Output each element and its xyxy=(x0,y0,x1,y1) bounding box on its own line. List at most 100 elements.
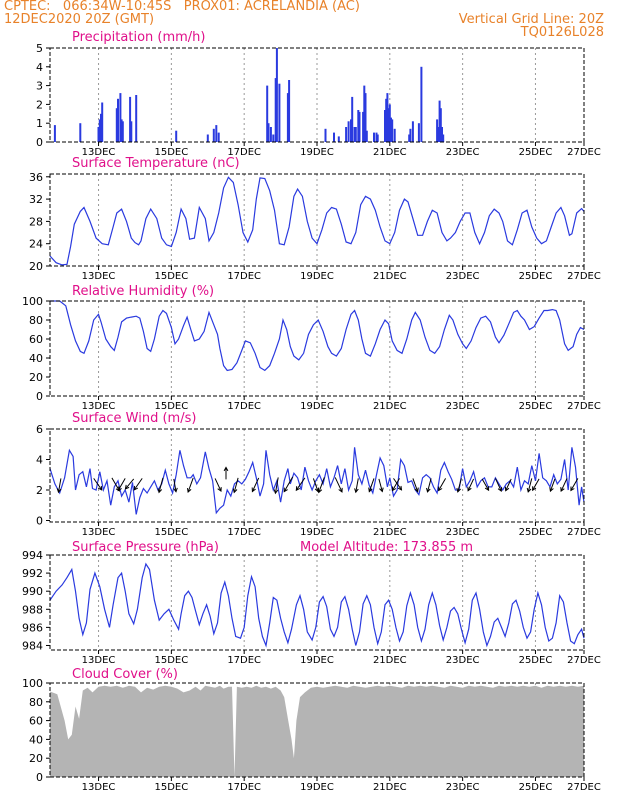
wind-vector-head xyxy=(391,486,397,492)
wind-vector xyxy=(295,477,306,491)
x-tick-label: 15DEC xyxy=(154,655,188,666)
wind-vector-head xyxy=(354,488,359,494)
precip-bar xyxy=(337,136,340,142)
y-tick-label: 992 xyxy=(22,567,43,580)
wind-vector xyxy=(133,478,143,491)
wind-vector xyxy=(283,476,294,492)
x-tick-label: 27DEC xyxy=(567,401,601,412)
y-tick-label: 984 xyxy=(22,639,43,652)
precip-bar xyxy=(441,127,443,142)
precip-bar xyxy=(442,134,445,142)
precip-bar xyxy=(130,121,133,142)
x-tick-label: 27DEC xyxy=(567,655,601,666)
y-tick-label: 2 xyxy=(36,484,43,497)
wind-vector xyxy=(393,478,402,491)
precip-bar xyxy=(324,128,327,142)
wind-vector-head xyxy=(124,484,130,490)
y-tick-label: 28 xyxy=(29,215,43,228)
precip-bar xyxy=(375,132,378,142)
precip-bar xyxy=(351,96,354,142)
precip-bar xyxy=(217,132,220,142)
wind-vector-head xyxy=(438,486,443,492)
precip-bar xyxy=(267,123,270,142)
wind-vector-head xyxy=(532,486,537,492)
wind-vector-head xyxy=(251,487,256,493)
precip-bar xyxy=(373,132,375,142)
precip-bar xyxy=(274,78,277,142)
y-tick-label: 4 xyxy=(36,61,43,74)
y-tick-label: 1 xyxy=(36,117,43,130)
wind-vector xyxy=(274,477,279,494)
precip-bar xyxy=(175,130,178,142)
precip-bar xyxy=(272,134,275,142)
wind-vector xyxy=(532,478,540,491)
precip-bar xyxy=(353,127,356,142)
wind-vector-head xyxy=(484,486,490,492)
wind-vector xyxy=(560,478,568,492)
x-tick-label: 25DEC xyxy=(519,655,553,666)
wind-vector-head xyxy=(217,487,222,493)
x-tick-label: 13DEC xyxy=(82,655,116,666)
y-tick-label: 60 xyxy=(29,333,43,346)
x-tick-label: 25DEC xyxy=(519,527,553,538)
wind-vector xyxy=(334,477,343,493)
precip-bar xyxy=(350,119,352,142)
precip-bar xyxy=(98,119,101,142)
wind-vector-head xyxy=(133,485,139,491)
wind-vector-head xyxy=(232,488,238,494)
y-tick-label: 6 xyxy=(36,423,43,436)
precip-bar xyxy=(206,134,209,142)
panel-title: Surface Pressure (hPa) xyxy=(72,540,219,555)
y-tick-label: 0 xyxy=(36,771,43,784)
x-tick-label: 17DEC xyxy=(227,401,261,412)
precip-bar xyxy=(215,125,218,142)
wind-vector xyxy=(93,478,103,491)
wind-vector-head xyxy=(187,488,192,493)
precip-bar xyxy=(436,119,439,142)
wind-vector-head xyxy=(56,488,62,494)
precip-bar xyxy=(390,117,392,142)
precip-bar xyxy=(288,80,291,142)
wind-vector xyxy=(173,478,177,492)
x-tick-label: 17DEC xyxy=(227,527,261,538)
wind-vector xyxy=(251,477,260,492)
panel-title: Cloud Cover (%) xyxy=(72,667,178,682)
x-tick-label: 13DEC xyxy=(82,147,116,158)
precip-bar xyxy=(119,93,122,142)
series-line xyxy=(49,176,585,266)
precip-bar xyxy=(79,123,82,142)
x-tick-label: 21DEC xyxy=(373,271,407,282)
precip-bar xyxy=(97,127,100,142)
wind-vector-head xyxy=(426,487,431,493)
wind-vector-head xyxy=(467,486,472,492)
wind-vector-head xyxy=(283,487,288,493)
panel-title: Relative Humidity (%) xyxy=(72,284,214,299)
header-model-code: TQ0126L028 xyxy=(520,25,604,40)
precip-bar xyxy=(420,66,423,142)
x-tick-label: 21DEC xyxy=(373,401,407,412)
x-tick-label: 21DEC xyxy=(373,147,407,158)
precip-bar xyxy=(363,85,366,142)
x-tick-label: 23DEC xyxy=(446,655,480,666)
panel-frame xyxy=(49,173,585,267)
precip-bar xyxy=(345,127,348,142)
precip-bar xyxy=(266,85,269,142)
y-tick-label: 2 xyxy=(36,98,43,111)
y-tick-label: 3 xyxy=(36,80,43,93)
x-tick-label: 19DEC xyxy=(300,271,334,282)
precip-bar xyxy=(275,48,278,142)
wind-vector-head xyxy=(397,485,403,491)
precip-bar xyxy=(121,121,124,142)
wind-vector xyxy=(312,478,319,492)
x-tick-label: 15DEC xyxy=(154,401,188,412)
x-tick-label: 21DEC xyxy=(373,782,407,793)
precip-bar xyxy=(388,104,391,142)
y-tick-label: 24 xyxy=(29,238,43,251)
y-tick-label: 0 xyxy=(36,514,43,527)
wind-vector-head xyxy=(549,487,554,493)
wind-vector xyxy=(378,478,383,492)
wind-vector xyxy=(158,477,164,493)
header-station: CPTEC: 066:34W-10:45S PROX01: ACRELANDIA… xyxy=(4,0,360,14)
wind-vector xyxy=(527,478,533,493)
wind-vector-head xyxy=(117,486,122,492)
